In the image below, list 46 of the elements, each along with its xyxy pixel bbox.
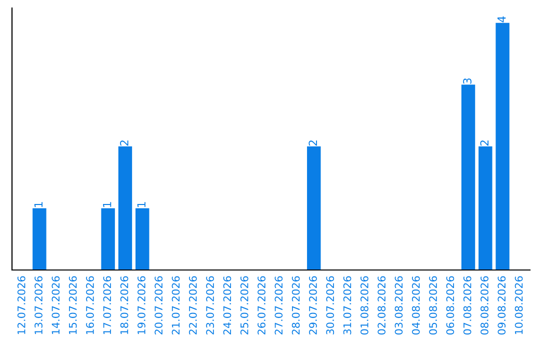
bar bbox=[118, 146, 132, 270]
x-tick-label: 06.08.2026 bbox=[446, 276, 454, 335]
x-tick-label: 29.07.2026 bbox=[309, 276, 317, 334]
x-tick-label: 27.07.2026 bbox=[274, 276, 283, 334]
bar bbox=[135, 208, 150, 270]
data-label: 4 bbox=[498, 16, 506, 22]
bar bbox=[101, 208, 115, 270]
bar bbox=[496, 22, 510, 270]
x-tick-label: 10.08.2026 bbox=[514, 276, 523, 334]
x-tick-label: 04.08.2026 bbox=[412, 276, 420, 335]
x-tick-label: 01.08.2026 bbox=[360, 276, 368, 335]
data-label: 1 bbox=[34, 202, 43, 207]
data-label: 3 bbox=[463, 78, 472, 84]
x-tick-label: 17.07.2026 bbox=[103, 276, 112, 334]
x-tick-label: 03.08.2026 bbox=[394, 276, 403, 335]
x-tick-label: 02.08.2026 bbox=[378, 276, 386, 335]
x-tick-label: 16.07.2026 bbox=[86, 276, 94, 334]
x-tick-label: 09.08.2026 bbox=[498, 276, 506, 335]
x-tick-label: 18.07.2026 bbox=[120, 276, 128, 334]
data-label: 1 bbox=[103, 202, 112, 207]
x-tick-label: 25.07.2026 bbox=[240, 276, 248, 334]
x-tick-label: 23.07.2026 bbox=[206, 276, 214, 334]
data-label: 2 bbox=[480, 140, 488, 146]
x-tick-label: 30.07.2026 bbox=[326, 276, 334, 334]
x-tick-label: 22.07.2026 bbox=[188, 276, 197, 334]
data-label: 2 bbox=[120, 140, 128, 146]
bar bbox=[32, 208, 46, 270]
x-tick-label: 21.07.2026 bbox=[172, 276, 180, 334]
x-tick-label: 08.08.2026 bbox=[480, 276, 488, 335]
x-tick-label: 13.07.2026 bbox=[34, 276, 42, 334]
x-tick-label: 20.07.2026 bbox=[154, 276, 163, 334]
x-tick-label: 07.08.2026 bbox=[463, 276, 472, 335]
x-tick-label: 26.07.2026 bbox=[258, 276, 266, 334]
x-tick-label: 12.07.2026 bbox=[17, 276, 26, 334]
bar bbox=[478, 146, 492, 270]
bar bbox=[307, 146, 321, 270]
x-tick-label: 28.07.2026 bbox=[292, 276, 300, 334]
x-tick-label: 24.07.2026 bbox=[223, 276, 232, 334]
x-tick-label: 05.08.2026 bbox=[429, 276, 437, 335]
x-tick-label: 14.07.2026 bbox=[52, 276, 60, 334]
bar bbox=[461, 84, 476, 270]
x-tick-label: 19.07.2026 bbox=[138, 276, 146, 334]
data-label: 2 bbox=[308, 140, 317, 146]
x-tick-label: 31.07.2026 bbox=[343, 276, 352, 334]
x-tick-label: 15.07.2026 bbox=[68, 276, 77, 334]
data-label: 1 bbox=[137, 202, 146, 207]
